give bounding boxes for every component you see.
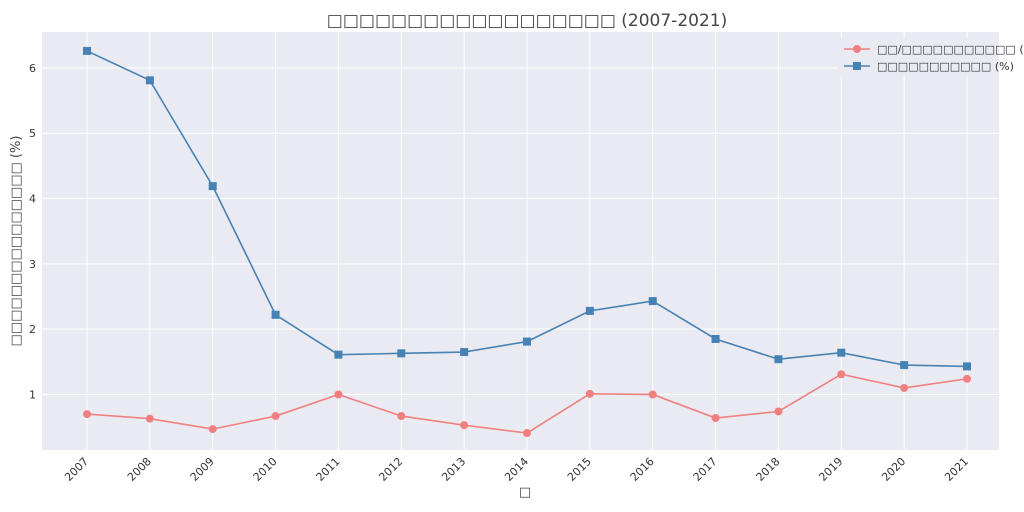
x-tick-label: 2014 — [502, 455, 531, 484]
data-point-circle — [711, 413, 720, 422]
y-tick-label: 6 — [29, 62, 36, 75]
data-point-square — [83, 46, 91, 55]
chart-title: □□□□□□□□□□□□□□□□□□ (2007-2021) — [327, 11, 727, 31]
x-tick-label: 2012 — [376, 455, 405, 484]
data-point-square — [774, 355, 783, 364]
series-layer — [83, 46, 971, 438]
data-point-square — [837, 348, 846, 357]
x-tick-label: 2016 — [628, 455, 657, 484]
data-point-circle — [585, 389, 594, 398]
data-point-circle — [460, 421, 469, 430]
x-tick-label: 2011 — [314, 455, 343, 484]
data-point-circle — [837, 370, 846, 379]
x-tick-label: 2009 — [188, 455, 217, 484]
x-axis-label: □ — [519, 485, 531, 500]
data-point-circle — [334, 390, 343, 399]
legend: □□/□□□□□□□□□□□ (%) □□□□□□□□□□□ (%) — [838, 38, 1024, 76]
plot-background — [42, 32, 999, 450]
y-tick-label: 3 — [29, 258, 36, 271]
data-point-circle — [397, 412, 406, 421]
x-tick-label: 2008 — [125, 455, 154, 484]
legend-marker-0 — [853, 45, 861, 53]
legend-label-0: □□/□□□□□□□□□□□ (%) — [877, 43, 1024, 56]
x-tick-label: 2015 — [565, 455, 594, 484]
y-tick-label: 1 — [29, 388, 36, 401]
data-point-circle — [900, 383, 909, 392]
data-point-square — [900, 361, 909, 370]
y-tick-label: 2 — [29, 323, 36, 336]
data-point-square — [963, 362, 971, 371]
data-point-circle — [963, 374, 971, 383]
data-point-square — [585, 306, 594, 315]
x-tick-label: 2020 — [879, 455, 908, 484]
legend-marker-1 — [853, 62, 861, 70]
x-tick-label: 2018 — [754, 455, 783, 484]
data-point-square — [397, 349, 406, 358]
x-tick-label: 2017 — [691, 455, 720, 484]
y-tick-label: 4 — [29, 193, 36, 206]
y-tick-label: 5 — [29, 127, 36, 140]
data-point-circle — [83, 410, 91, 419]
data-point-circle — [208, 425, 217, 434]
data-point-circle — [523, 429, 531, 438]
x-tick-label: 2019 — [816, 455, 845, 484]
data-point-square — [271, 310, 280, 319]
y-axis-label: □□□□□□□□□□□□□□□ (%) — [9, 136, 24, 347]
x-tick-label: 2010 — [251, 455, 280, 484]
grid-lines — [42, 32, 999, 450]
data-point-square — [523, 337, 531, 346]
data-point-square — [208, 182, 217, 191]
x-tick-label: 2013 — [439, 455, 468, 484]
data-point-circle — [648, 390, 657, 399]
data-point-square — [648, 297, 657, 306]
x-tick-label: 2021 — [942, 455, 971, 484]
data-point-square — [460, 348, 469, 357]
data-point-square — [334, 350, 343, 359]
data-point-square — [145, 76, 154, 85]
data-point-circle — [271, 412, 280, 421]
x-tick-label: 2007 — [62, 455, 91, 484]
legend-box — [838, 38, 994, 76]
data-point-circle — [145, 414, 154, 423]
legend-label-1: □□□□□□□□□□□ (%) — [877, 60, 1014, 73]
data-point-circle — [774, 407, 783, 416]
data-point-square — [711, 334, 720, 343]
